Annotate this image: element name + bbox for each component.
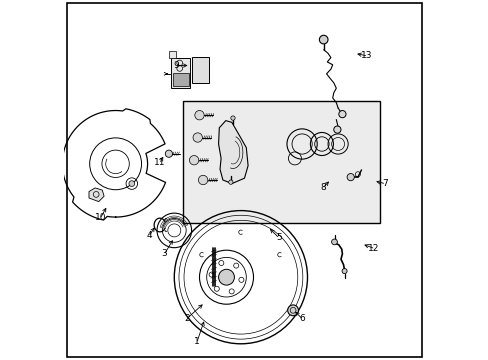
Circle shape — [129, 181, 134, 186]
Text: 3: 3 — [162, 249, 167, 258]
Bar — [171, 58, 190, 88]
Circle shape — [198, 175, 207, 185]
Text: 2: 2 — [183, 314, 189, 323]
Text: 9: 9 — [173, 61, 179, 70]
Text: 12: 12 — [367, 244, 379, 253]
Polygon shape — [183, 101, 379, 223]
Text: 1: 1 — [194, 338, 200, 346]
Polygon shape — [218, 121, 247, 184]
Text: 13: 13 — [361, 51, 372, 60]
Text: 11: 11 — [154, 158, 165, 167]
Text: 6: 6 — [299, 314, 305, 323]
Circle shape — [193, 133, 202, 142]
Text: 5: 5 — [275, 233, 281, 242]
Circle shape — [189, 156, 199, 165]
Bar — [172, 73, 188, 86]
Circle shape — [342, 269, 346, 274]
Circle shape — [333, 126, 340, 133]
Circle shape — [228, 180, 232, 184]
Polygon shape — [89, 188, 104, 202]
Bar — [168, 51, 176, 58]
Circle shape — [194, 111, 204, 120]
Text: 7: 7 — [381, 179, 387, 188]
Circle shape — [319, 35, 327, 44]
Text: 8: 8 — [320, 183, 326, 192]
Text: 4: 4 — [146, 231, 152, 240]
Circle shape — [338, 111, 346, 118]
Bar — [191, 57, 208, 83]
Circle shape — [218, 269, 234, 285]
Circle shape — [287, 305, 298, 316]
Circle shape — [346, 174, 354, 181]
Circle shape — [230, 116, 235, 120]
Circle shape — [331, 239, 337, 245]
Circle shape — [165, 150, 172, 157]
Text: 10: 10 — [95, 213, 106, 222]
